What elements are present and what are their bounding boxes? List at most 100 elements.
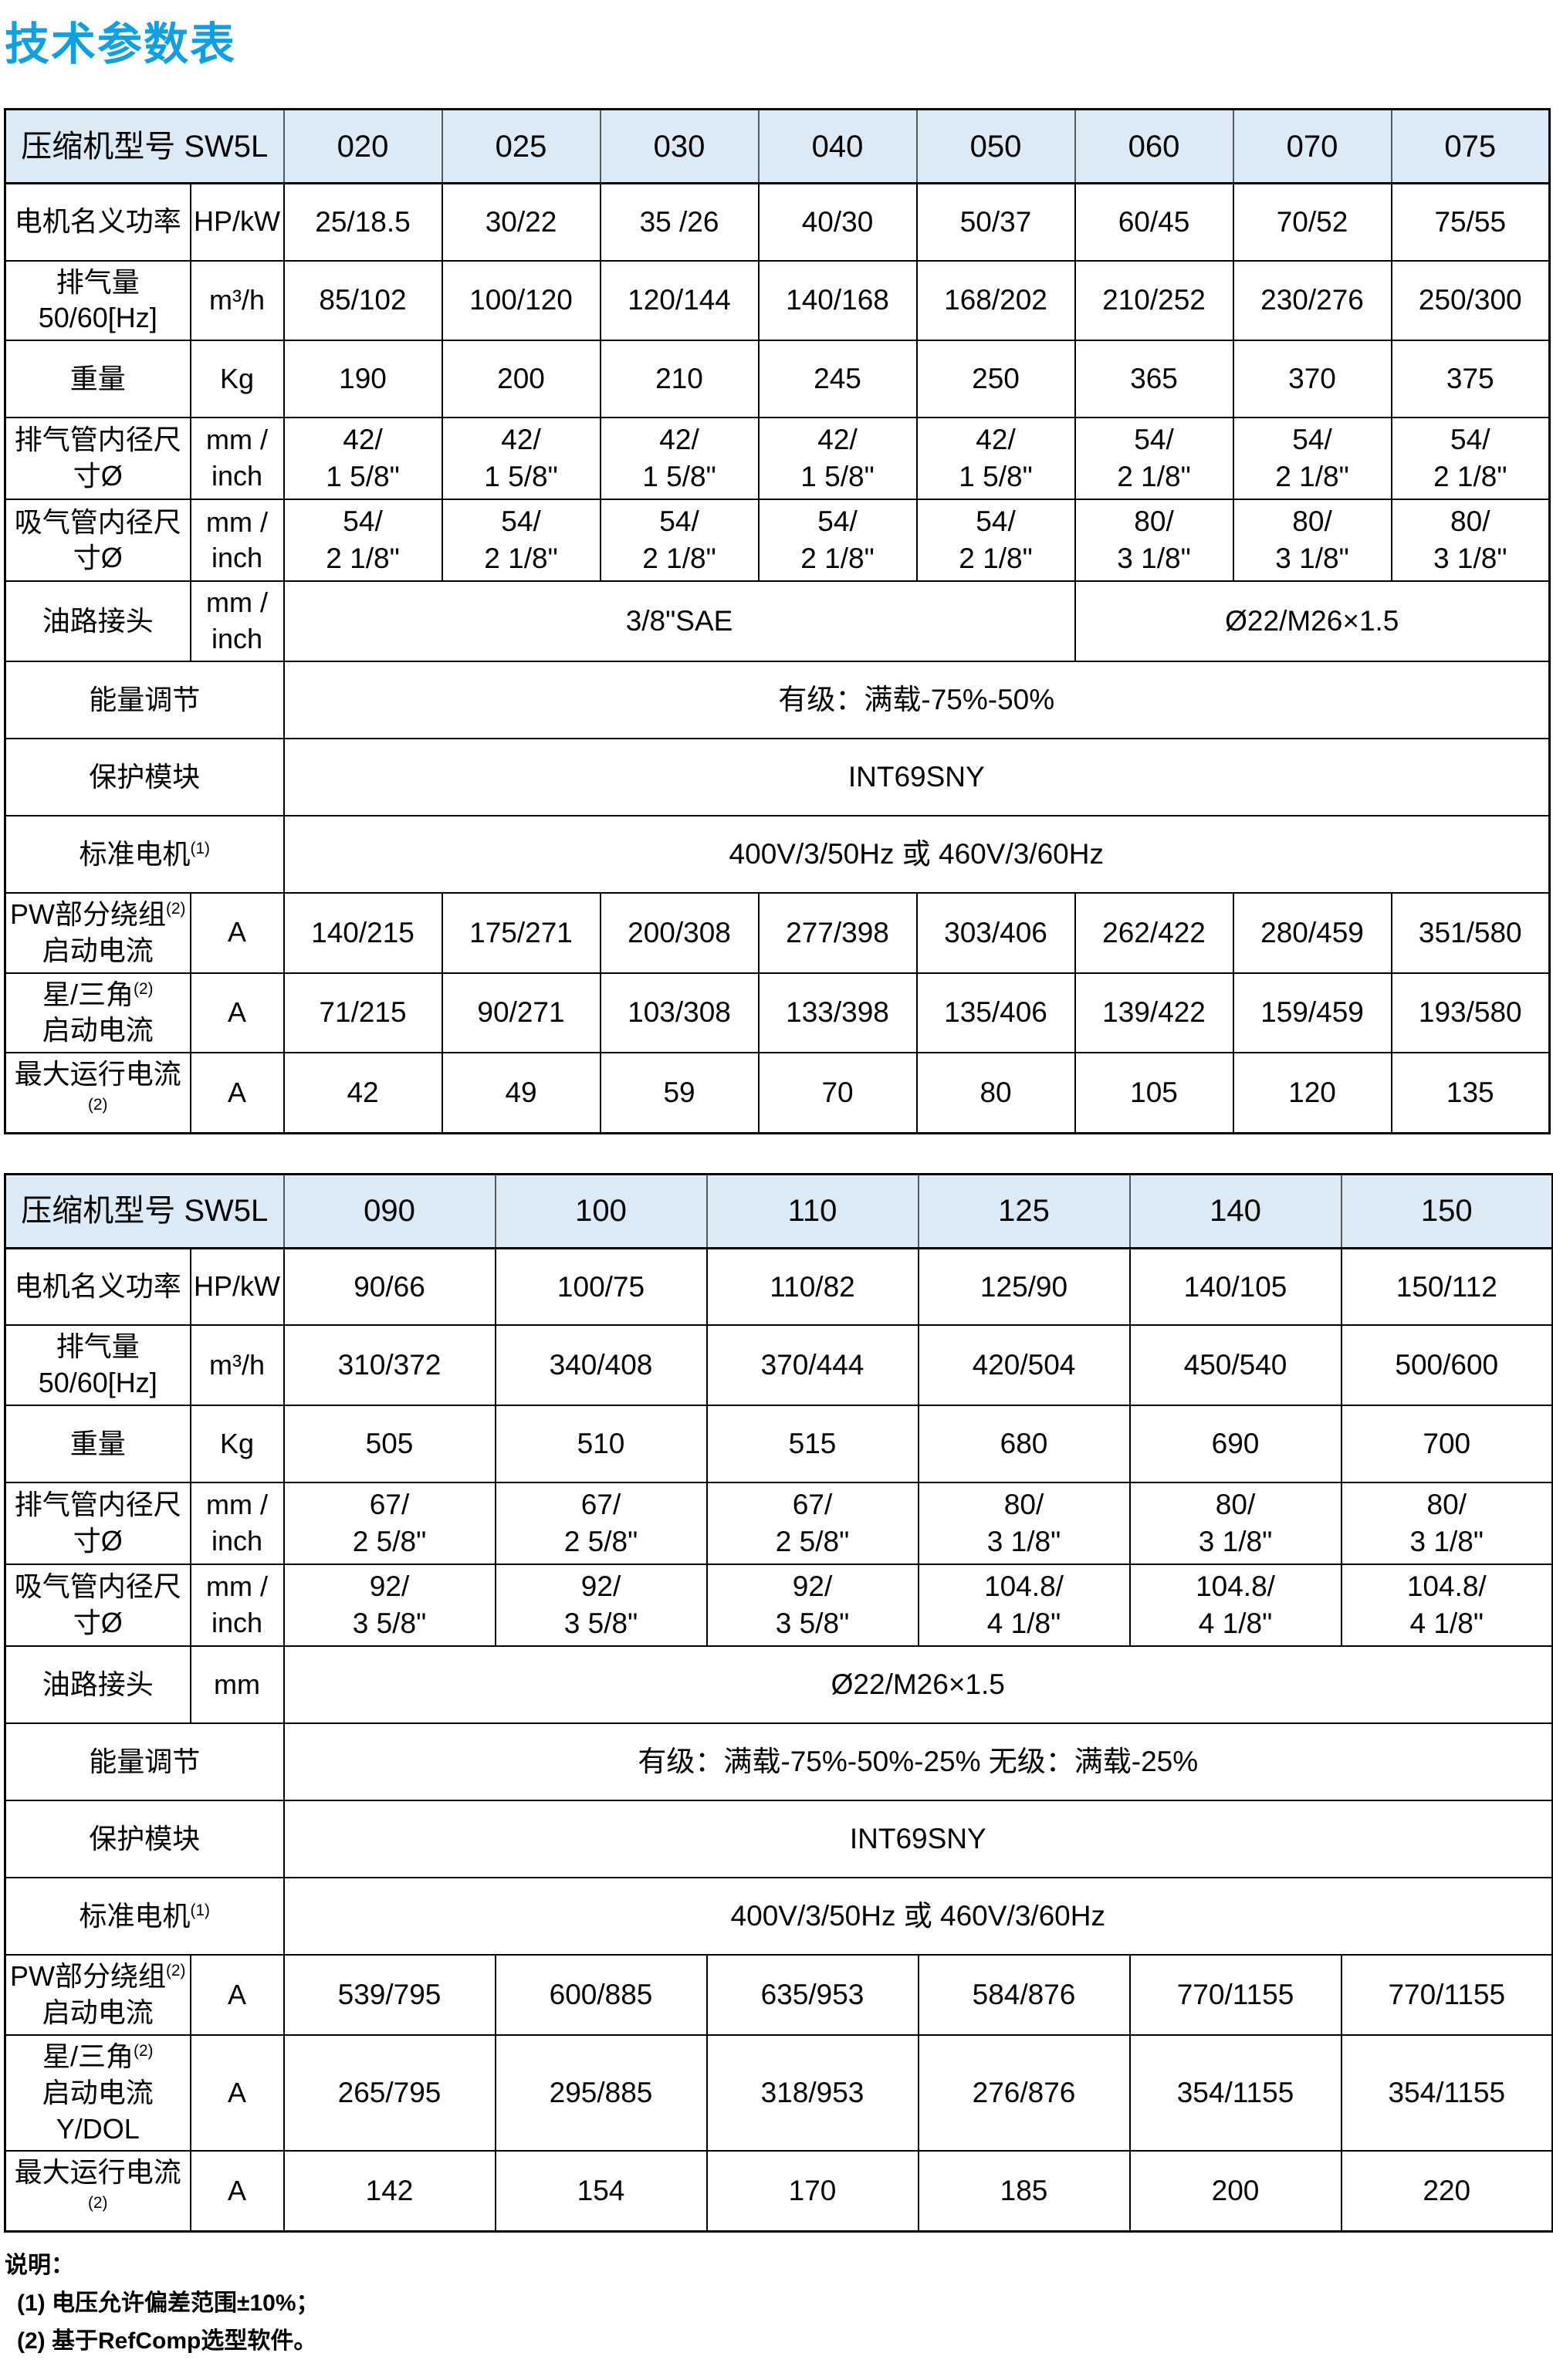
cell-value: 71/215	[283, 972, 443, 1054]
cell-value: 104.8/ 4 1/8"	[1340, 1564, 1553, 1648]
t2-row-suction-pipe: 吸气管内径尺寸Ø mm / inch 92/ 3 5/8" 92/ 3 5/8"…	[4, 1564, 1553, 1648]
t2-row-standard-motor: 标准电机(1) 400V/3/50Hz 或 460V/3/60Hz	[4, 1877, 1553, 1956]
t1-row-discharge-pipe: 排气管内径尺寸Ø mm / inch 42/ 1 5/8" 42/ 1 5/8"…	[4, 417, 1551, 501]
t2-row-weight: 重量 Kg 505 510 515 680 690 700	[4, 1404, 1553, 1483]
cell-value: 54/ 2 1/8"	[1232, 417, 1392, 501]
cell-value: 54/ 2 1/8"	[1074, 417, 1234, 501]
row-label-text2: 启动电流Y/DOL	[42, 2076, 154, 2145]
cell-value: 42	[283, 1052, 443, 1134]
row-label: PW部分绕组(2) 启动电流	[4, 1954, 191, 2036]
cell-value-fullspan: 有级：满载-75%-50%-25% 无级：满载-25%	[283, 1722, 1553, 1802]
t2-row-pw-start-current: PW部分绕组(2) 启动电流 A 539/795 600/885 635/953 …	[4, 1954, 1553, 2036]
cell-value: 770/1155	[1340, 1954, 1553, 2036]
row-label-text2: 启动电流	[42, 934, 154, 966]
page-title: 技术参数表	[5, 19, 237, 69]
row-label: 重量	[4, 1404, 191, 1483]
cell-value: 354/1155	[1340, 2033, 1553, 2152]
cell-value: 42/ 1 5/8"	[757, 417, 918, 501]
cell-value: 168/202	[915, 259, 1076, 342]
cell-value: 70	[757, 1052, 918, 1134]
t2-row-displacement: 排气量 50/60[Hz] m³/h 310/372 340/408 370/4…	[4, 1324, 1553, 1406]
row-unit: m³/h	[189, 1324, 285, 1406]
cell-value: 120	[1232, 1052, 1392, 1134]
cell-value: 54/ 2 1/8"	[757, 499, 918, 583]
row-label: 保护模块	[4, 738, 285, 817]
cell-value: 140/105	[1128, 1247, 1342, 1327]
cell-value: 200	[1128, 2150, 1342, 2233]
cell-value: 250	[915, 340, 1076, 419]
row-label: 排气量 50/60[Hz]	[4, 1324, 191, 1406]
cell-value: 80/ 3 1/8"	[1232, 499, 1392, 583]
cell-value: 262/422	[1074, 892, 1234, 974]
cell-value: 50/37	[915, 182, 1076, 262]
row-unit: mm / inch	[189, 580, 285, 663]
cell-value: 635/953	[705, 1954, 919, 2036]
cell-value: 140/215	[283, 892, 443, 974]
cell-value: 265/795	[283, 2033, 496, 2152]
cell-value: 135/406	[915, 972, 1076, 1054]
spec-table-1: 压缩机型号 SW5L 020 025 030 040 050 060 070 0…	[4, 108, 1551, 1134]
t1-model-col: 050	[915, 108, 1076, 184]
t2-model-col: 140	[1128, 1172, 1342, 1249]
cell-value: 515	[705, 1404, 919, 1483]
cell-value: 190	[283, 340, 443, 419]
spec-table-2: 压缩机型号 SW5L 090 100 110 125 140 150 电机名义功…	[4, 1172, 1553, 2233]
row-label: PW部分绕组(2) 启动电流	[4, 892, 191, 974]
t2-model-col: 090	[283, 1172, 496, 1249]
t2-row-max-current: 最大运行电流 (2) A 142 154 170 185 200 220	[4, 2150, 1553, 2233]
cell-value: 318/953	[705, 2033, 919, 2152]
t2-row-motor-power: 电机名义功率 HP/kW 90/66 100/75 110/82 125/90 …	[4, 1247, 1553, 1327]
t2-row-capacity-control: 能量调节 有级：满载-75%-50%-25% 无级：满载-25%	[4, 1722, 1553, 1802]
cell-value: 42/ 1 5/8"	[283, 417, 443, 501]
row-label: 星/三角(2) 启动电流Y/DOL	[4, 2033, 191, 2152]
cell-value: 42/ 1 5/8"	[915, 417, 1076, 501]
cell-value: 690	[1128, 1404, 1342, 1483]
cell-value: 80	[915, 1052, 1076, 1134]
cell-value: 600/885	[494, 1954, 708, 2036]
t1-row-displacement: 排气量 50/60[Hz] m³/h 85/102 100/120 120/14…	[4, 259, 1551, 342]
cell-value: 210/252	[1074, 259, 1234, 342]
cell-value-fullspan: 有级：满载-75%-50%	[283, 661, 1551, 740]
cell-value: 154	[494, 2150, 708, 2233]
cell-value: 80/ 3 1/8"	[917, 1481, 1131, 1566]
cell-value: 370	[1232, 340, 1392, 419]
cell-value: 104.8/ 4 1/8"	[917, 1564, 1131, 1648]
row-label-text: 星/三角	[42, 978, 134, 1010]
t1-model-col: 060	[1074, 108, 1234, 184]
cell-value-span-right: Ø22/M26×1.5	[1074, 580, 1551, 663]
cell-value: 310/372	[283, 1324, 496, 1406]
cell-value: 54/ 2 1/8"	[441, 499, 601, 583]
row-label: 能量调节	[4, 1722, 285, 1802]
t2-row-protection-module: 保护模块 INT69SNY	[4, 1800, 1553, 1879]
cell-value: 120/144	[599, 259, 760, 342]
footnotes: 说明： (1) 电压允许偏差范围±10%； (2) 基于RefComp选型软件。	[5, 2253, 1553, 2354]
cell-value: 67/ 2 5/8"	[494, 1481, 708, 1566]
cell-value: 277/398	[757, 892, 918, 974]
footnote-ref: (2)	[134, 979, 154, 998]
row-label-text: 标准电机	[79, 837, 191, 870]
cell-value: 193/580	[1390, 972, 1551, 1054]
row-unit: m³/h	[189, 259, 285, 342]
row-label: 吸气管内径尺寸Ø	[4, 1564, 191, 1648]
t1-header-row: 压缩机型号 SW5L 020 025 030 040 050 060 070 0…	[4, 108, 1551, 184]
cell-value: 25/18.5	[283, 182, 443, 262]
t1-row-standard-motor: 标准电机(1) 400V/3/50Hz 或 460V/3/60Hz	[4, 815, 1551, 894]
cell-value-fullspan: Ø22/M26×1.5	[283, 1645, 1553, 1725]
row-label: 最大运行电流 (2)	[4, 1052, 191, 1134]
row-unit: Kg	[189, 1404, 285, 1483]
t1-model-col: 040	[757, 108, 918, 184]
cell-value: 185	[917, 2150, 1131, 2233]
row-label-text: 最大运行电流	[14, 1058, 181, 1090]
t1-model-col: 070	[1232, 108, 1392, 184]
cell-value: 245	[757, 340, 918, 419]
t2-model-col: 100	[494, 1172, 708, 1249]
row-unit: mm / inch	[189, 1564, 285, 1648]
row-label: 标准电机(1)	[4, 815, 285, 894]
cell-value: 375	[1390, 340, 1551, 419]
cell-value: 280/459	[1232, 892, 1392, 974]
cell-value: 54/ 2 1/8"	[915, 499, 1076, 583]
cell-value: 92/ 3 5/8"	[494, 1564, 708, 1648]
t1-row-motor-power: 电机名义功率 HP/kW 25/18.5 30/22 35 /26 40/30 …	[4, 182, 1551, 262]
cell-value: 351/580	[1390, 892, 1551, 974]
cell-value: 42/ 1 5/8"	[441, 417, 601, 501]
